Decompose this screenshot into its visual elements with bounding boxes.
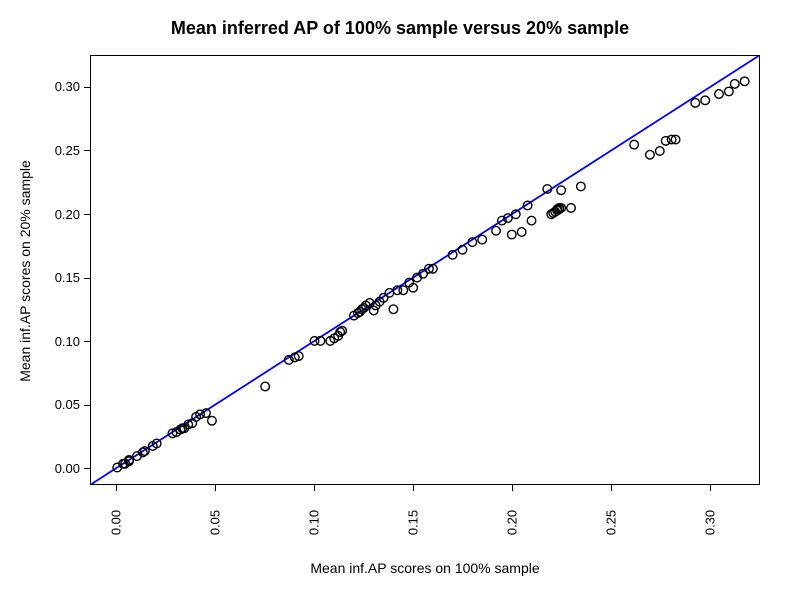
x-tick-mark: [116, 485, 117, 491]
data-point: [527, 216, 536, 225]
y-tick-label: 0.00: [38, 461, 80, 476]
chart-title: Mean inferred AP of 100% sample versus 2…: [0, 18, 800, 39]
x-tick-mark: [314, 485, 315, 491]
x-tick-mark: [611, 485, 612, 491]
data-point: [369, 306, 378, 315]
data-point: [730, 80, 739, 89]
data-point: [646, 150, 655, 159]
data-point: [701, 96, 710, 105]
x-tick-mark: [215, 485, 216, 491]
x-tick-mark: [710, 485, 711, 491]
x-tick-label: 0.00: [108, 498, 123, 548]
y-tick-label: 0.15: [38, 270, 80, 285]
x-tick-mark: [413, 485, 414, 491]
x-tick-label: 0.20: [505, 498, 520, 548]
data-point: [691, 99, 700, 108]
y-tick-label: 0.25: [38, 143, 80, 158]
x-tick-label: 0.25: [604, 498, 619, 548]
data-point: [725, 87, 734, 96]
data-point: [740, 77, 749, 86]
plot-svg: [91, 56, 759, 484]
x-tick-label: 0.30: [703, 498, 718, 548]
data-point: [492, 226, 501, 235]
y-tick-mark: [84, 278, 90, 279]
y-tick-label: 0.20: [38, 207, 80, 222]
y-axis-label: Mean inf.AP scores on 20% sample: [17, 56, 33, 486]
data-point: [208, 416, 217, 425]
y-tick-mark: [84, 214, 90, 215]
data-point: [656, 147, 665, 156]
data-point: [630, 140, 639, 149]
scatter-chart: Mean inferred AP of 100% sample versus 2…: [0, 0, 800, 600]
data-point: [715, 90, 724, 99]
data-point: [399, 286, 408, 295]
data-point: [577, 182, 586, 191]
y-tick-mark: [84, 405, 90, 406]
x-tick-label: 0.15: [406, 498, 421, 548]
data-point: [557, 186, 566, 195]
y-tick-mark: [84, 150, 90, 151]
x-tick-label: 0.10: [306, 498, 321, 548]
data-point: [389, 305, 398, 314]
x-tick-label: 0.05: [207, 498, 222, 548]
data-point: [478, 235, 487, 244]
x-axis-label: Mean inf.AP scores on 100% sample: [90, 560, 760, 576]
data-point: [567, 204, 576, 213]
plot-area: [90, 55, 760, 485]
y-tick-mark: [84, 87, 90, 88]
y-tick-label: 0.30: [38, 79, 80, 94]
data-point: [517, 228, 526, 237]
x-tick-mark: [512, 485, 513, 491]
y-tick-label: 0.10: [38, 334, 80, 349]
y-tick-mark: [84, 341, 90, 342]
y-tick-mark: [84, 468, 90, 469]
data-point: [261, 382, 270, 391]
data-point: [661, 137, 670, 146]
y-tick-label: 0.05: [38, 397, 80, 412]
data-point: [508, 230, 517, 239]
